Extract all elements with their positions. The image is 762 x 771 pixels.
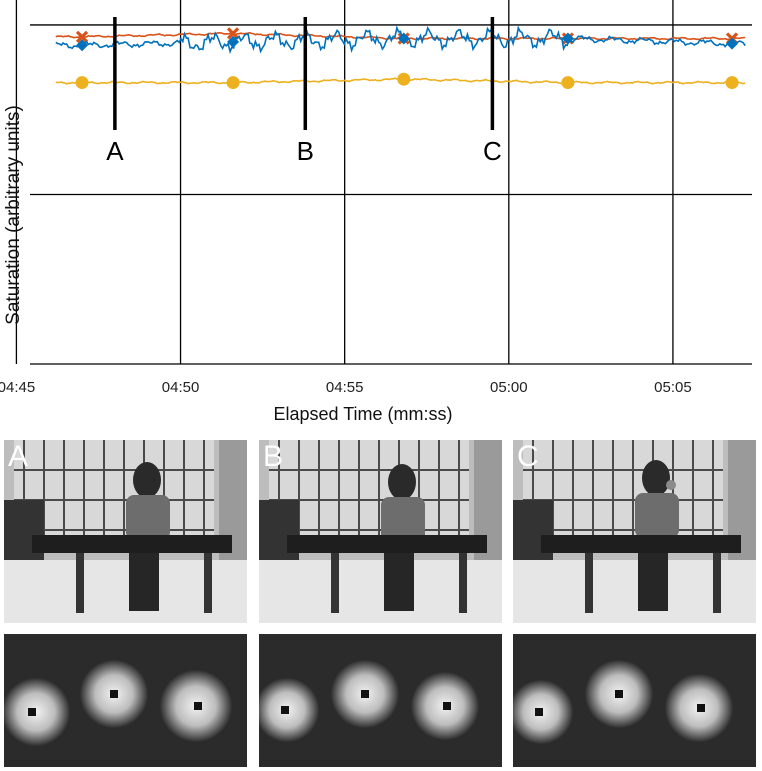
series-layer xyxy=(55,25,746,90)
x-axis-label: Elapsed Time (mm:ss) xyxy=(273,404,452,424)
scene-frame-c: C xyxy=(513,440,756,623)
series-2-point-0 xyxy=(75,76,89,90)
event-marker-label-a: A xyxy=(106,136,124,166)
series-1-point-2 xyxy=(397,32,410,45)
scene-frame-b: B xyxy=(259,440,502,623)
series-1-point-0 xyxy=(76,39,89,52)
y-axis-label: Saturation (arbitrary units) xyxy=(3,105,24,325)
thermal-image xyxy=(4,634,247,767)
panel-label: B xyxy=(263,440,284,473)
scene-image xyxy=(259,440,502,623)
series-2-point-2 xyxy=(397,72,411,86)
series-line-1 xyxy=(55,25,746,55)
scene-image xyxy=(4,440,247,623)
scene-image xyxy=(513,440,756,623)
series-0-point-0 xyxy=(75,30,89,43)
series-0-point-1 xyxy=(226,27,240,40)
x-tick-label-3: 05:00 xyxy=(490,379,528,396)
series-1-point-4 xyxy=(726,37,739,50)
series-1-point-1 xyxy=(227,35,240,48)
scene-frame-a: A xyxy=(4,440,247,623)
series-2-point-4 xyxy=(725,76,739,90)
panel-label: A xyxy=(8,440,29,473)
event-marker-label-b: B xyxy=(297,136,314,166)
series-2-point-1 xyxy=(226,76,240,90)
panel-label: C xyxy=(517,440,539,473)
event-marker-layer: A B C xyxy=(106,17,502,166)
x-tick-label-2: 04:55 xyxy=(326,379,364,396)
event-marker-label-c: C xyxy=(483,136,502,166)
chart-grid xyxy=(15,0,752,365)
thermal-image xyxy=(259,634,502,767)
thermal-frame-c xyxy=(513,634,756,767)
x-tick-label-4: 05:05 xyxy=(654,379,692,396)
x-tick-labels: 04:45 04:50 04:55 05:00 05:05 xyxy=(0,379,692,396)
thermal-frame-a xyxy=(4,634,247,767)
thermal-image xyxy=(513,634,756,767)
x-tick-label-1: 04:50 xyxy=(162,379,200,396)
thermal-frame-b xyxy=(259,634,502,767)
saturation-chart: A B C 04:45 04:50 04:55 05:00 05:05 Saturation… xyxy=(0,0,752,424)
series-1-point-3 xyxy=(561,32,574,45)
x-tick-label-0: 04:45 xyxy=(0,379,35,396)
series-2-point-3 xyxy=(561,76,575,90)
